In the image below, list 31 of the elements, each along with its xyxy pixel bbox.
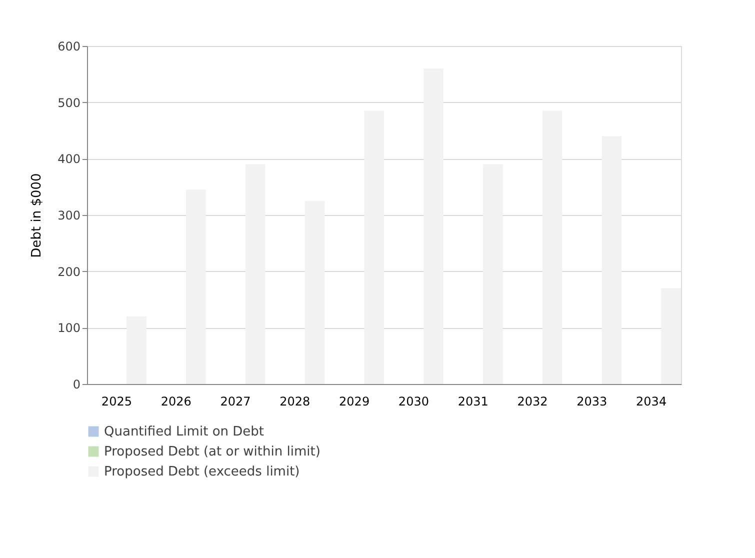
bar xyxy=(424,68,444,384)
y-axis-title: Debt in $000 xyxy=(30,173,45,258)
legend-label: Proposed Debt (at or within limit) xyxy=(104,444,320,460)
x-tick-label: 2027 xyxy=(220,394,251,408)
bar xyxy=(186,190,206,384)
y-tick-label: 600 xyxy=(58,40,80,54)
bar xyxy=(542,110,562,384)
legend-label: Proposed Debt (exceeds limit) xyxy=(104,464,300,480)
x-tick-label: 2034 xyxy=(636,394,667,408)
y-tick-label: 300 xyxy=(58,208,80,222)
x-tick-label: 2028 xyxy=(280,394,310,408)
bar xyxy=(245,164,266,384)
bar xyxy=(126,316,146,384)
x-tick-label: 2026 xyxy=(160,394,192,408)
x-tick-label: 2031 xyxy=(458,394,488,408)
y-tick-label: 0 xyxy=(72,378,80,392)
x-tick-label: 2025 xyxy=(101,394,132,408)
y-tick-label: 400 xyxy=(58,152,80,166)
bar xyxy=(602,136,622,384)
x-tick-label: 2029 xyxy=(339,394,370,408)
y-tick-label: 100 xyxy=(58,321,80,336)
bar xyxy=(304,200,325,384)
bar xyxy=(483,164,503,384)
x-tick-label: 2032 xyxy=(517,394,548,408)
x-tick-label: 2033 xyxy=(576,394,608,408)
bar xyxy=(661,288,681,384)
x-tick-label: 2030 xyxy=(398,394,429,408)
legend-label: Quantified Limit on Debt xyxy=(104,424,264,440)
y-tick-label: 500 xyxy=(58,96,80,110)
bar xyxy=(364,110,384,384)
y-tick-label: 200 xyxy=(58,264,80,279)
